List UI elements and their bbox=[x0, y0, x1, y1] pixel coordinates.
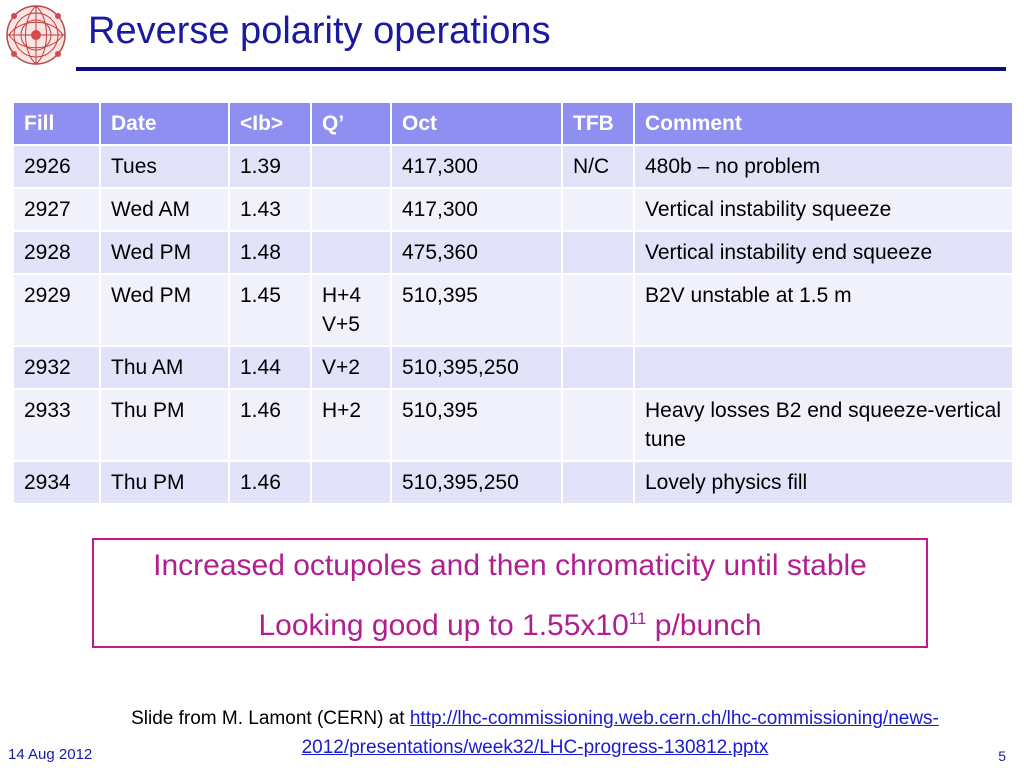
cell-date: Wed AM bbox=[99, 187, 230, 232]
cell-oct: 417,300 bbox=[390, 144, 563, 189]
cell-q bbox=[310, 187, 392, 232]
cell-fill: 2927 bbox=[12, 187, 101, 232]
cell-date: Thu PM bbox=[99, 388, 230, 462]
cell-date: Thu AM bbox=[99, 345, 230, 390]
cell-comment: 480b – no problem bbox=[633, 144, 1014, 189]
page-number: 5 bbox=[998, 748, 1006, 764]
cell-oct: 510,395 bbox=[390, 388, 563, 462]
cell-tfb bbox=[561, 273, 635, 347]
cell-tfb bbox=[561, 230, 635, 275]
table-header-row: Fill Date <Ib> Q’ Oct TFB Comment bbox=[12, 101, 1014, 146]
cell-tfb bbox=[561, 345, 635, 390]
cell-fill: 2932 bbox=[12, 345, 101, 390]
page-title: Reverse polarity operations bbox=[88, 10, 551, 52]
table-row: 2933 Thu PM 1.46 H+2 510,395 Heavy losse… bbox=[12, 388, 1014, 462]
source-prefix: Slide from M. Lamont (CERN) at bbox=[131, 708, 410, 729]
cell-q bbox=[310, 460, 392, 505]
cell-ib: 1.46 bbox=[228, 460, 312, 505]
header-fill: Fill bbox=[12, 101, 101, 146]
cell-oct: 417,300 bbox=[390, 187, 563, 232]
cell-oct: 475,360 bbox=[390, 230, 563, 275]
cell-date: Wed PM bbox=[99, 273, 230, 347]
callout-box: Increased octupoles and then chromaticit… bbox=[92, 538, 928, 648]
header-tfb: TFB bbox=[561, 101, 635, 146]
table-row: 2927 Wed AM 1.43 417,300 Vertical instab… bbox=[12, 187, 1014, 232]
header-q: Q’ bbox=[310, 101, 392, 146]
cell-tfb bbox=[561, 187, 635, 232]
lhc-logo-icon bbox=[6, 5, 66, 65]
cell-comment: B2V unstable at 1.5 m bbox=[633, 273, 1014, 347]
cell-fill: 2929 bbox=[12, 273, 101, 347]
table-row: 2932 Thu AM 1.44 V+2 510,395,250 bbox=[12, 345, 1014, 390]
title-underline bbox=[76, 67, 1006, 71]
cell-comment: Vertical instability end squeeze bbox=[633, 230, 1014, 275]
cell-q: V+2 bbox=[310, 345, 392, 390]
callout-line-1: Increased octupoles and then chromaticit… bbox=[153, 549, 867, 582]
cell-ib: 1.46 bbox=[228, 388, 312, 462]
table-row: 2934 Thu PM 1.46 510,395,250 Lovely phys… bbox=[12, 460, 1014, 505]
cell-q: H+2 bbox=[310, 388, 392, 462]
cell-ib: 1.48 bbox=[228, 230, 312, 275]
cell-tfb: N/C bbox=[561, 144, 635, 189]
cell-date: Wed PM bbox=[99, 230, 230, 275]
table-row: 2929 Wed PM 1.45 H+4 V+5 510,395 B2V uns… bbox=[12, 273, 1014, 347]
source-note: Slide from M. Lamont (CERN) at http://lh… bbox=[120, 704, 950, 762]
cell-fill: 2933 bbox=[12, 388, 101, 462]
cell-q bbox=[310, 230, 392, 275]
cell-date: Thu PM bbox=[99, 460, 230, 505]
cell-oct: 510,395,250 bbox=[390, 345, 563, 390]
source-link[interactable]: http://lhc-commissioning.web.cern.ch/lhc… bbox=[301, 708, 939, 758]
header-oct: Oct bbox=[390, 101, 563, 146]
cell-tfb bbox=[561, 388, 635, 462]
cell-oct: 510,395 bbox=[390, 273, 563, 347]
cell-fill: 2926 bbox=[12, 144, 101, 189]
footer-date: 14 Aug 2012 bbox=[8, 746, 93, 763]
cell-q: H+4 V+5 bbox=[310, 273, 392, 347]
header-date: Date bbox=[99, 101, 230, 146]
callout-exponent: 11 bbox=[628, 609, 647, 628]
cell-comment: Vertical instability squeeze bbox=[633, 187, 1014, 232]
cell-tfb bbox=[561, 460, 635, 505]
cell-ib: 1.45 bbox=[228, 273, 312, 347]
cell-oct: 510,395,250 bbox=[390, 460, 563, 505]
cell-date: Tues bbox=[99, 144, 230, 189]
cell-comment: Heavy losses B2 end squeeze-vertical tun… bbox=[633, 388, 1014, 462]
operations-table: Fill Date <Ib> Q’ Oct TFB Comment 2926 T… bbox=[12, 101, 1014, 505]
header-comment: Comment bbox=[633, 101, 1014, 146]
callout-line-2-suffix: p/bunch bbox=[646, 609, 762, 642]
cell-comment: Lovely physics fill bbox=[633, 460, 1014, 505]
cell-q bbox=[310, 144, 392, 189]
header-ib: <Ib> bbox=[228, 101, 312, 146]
cell-fill: 2934 bbox=[12, 460, 101, 505]
callout-line-2-prefix: Looking good up to 1.55x10 bbox=[258, 609, 629, 642]
cell-ib: 1.44 bbox=[228, 345, 312, 390]
table-row: 2928 Wed PM 1.48 475,360 Vertical instab… bbox=[12, 230, 1014, 275]
table-row: 2926 Tues 1.39 417,300 N/C 480b – no pro… bbox=[12, 144, 1014, 189]
cell-ib: 1.43 bbox=[228, 187, 312, 232]
cell-comment bbox=[633, 345, 1014, 390]
cell-fill: 2928 bbox=[12, 230, 101, 275]
callout-line-2: Looking good up to 1.55x1011 p/bunch bbox=[94, 609, 926, 643]
cell-ib: 1.39 bbox=[228, 144, 312, 189]
